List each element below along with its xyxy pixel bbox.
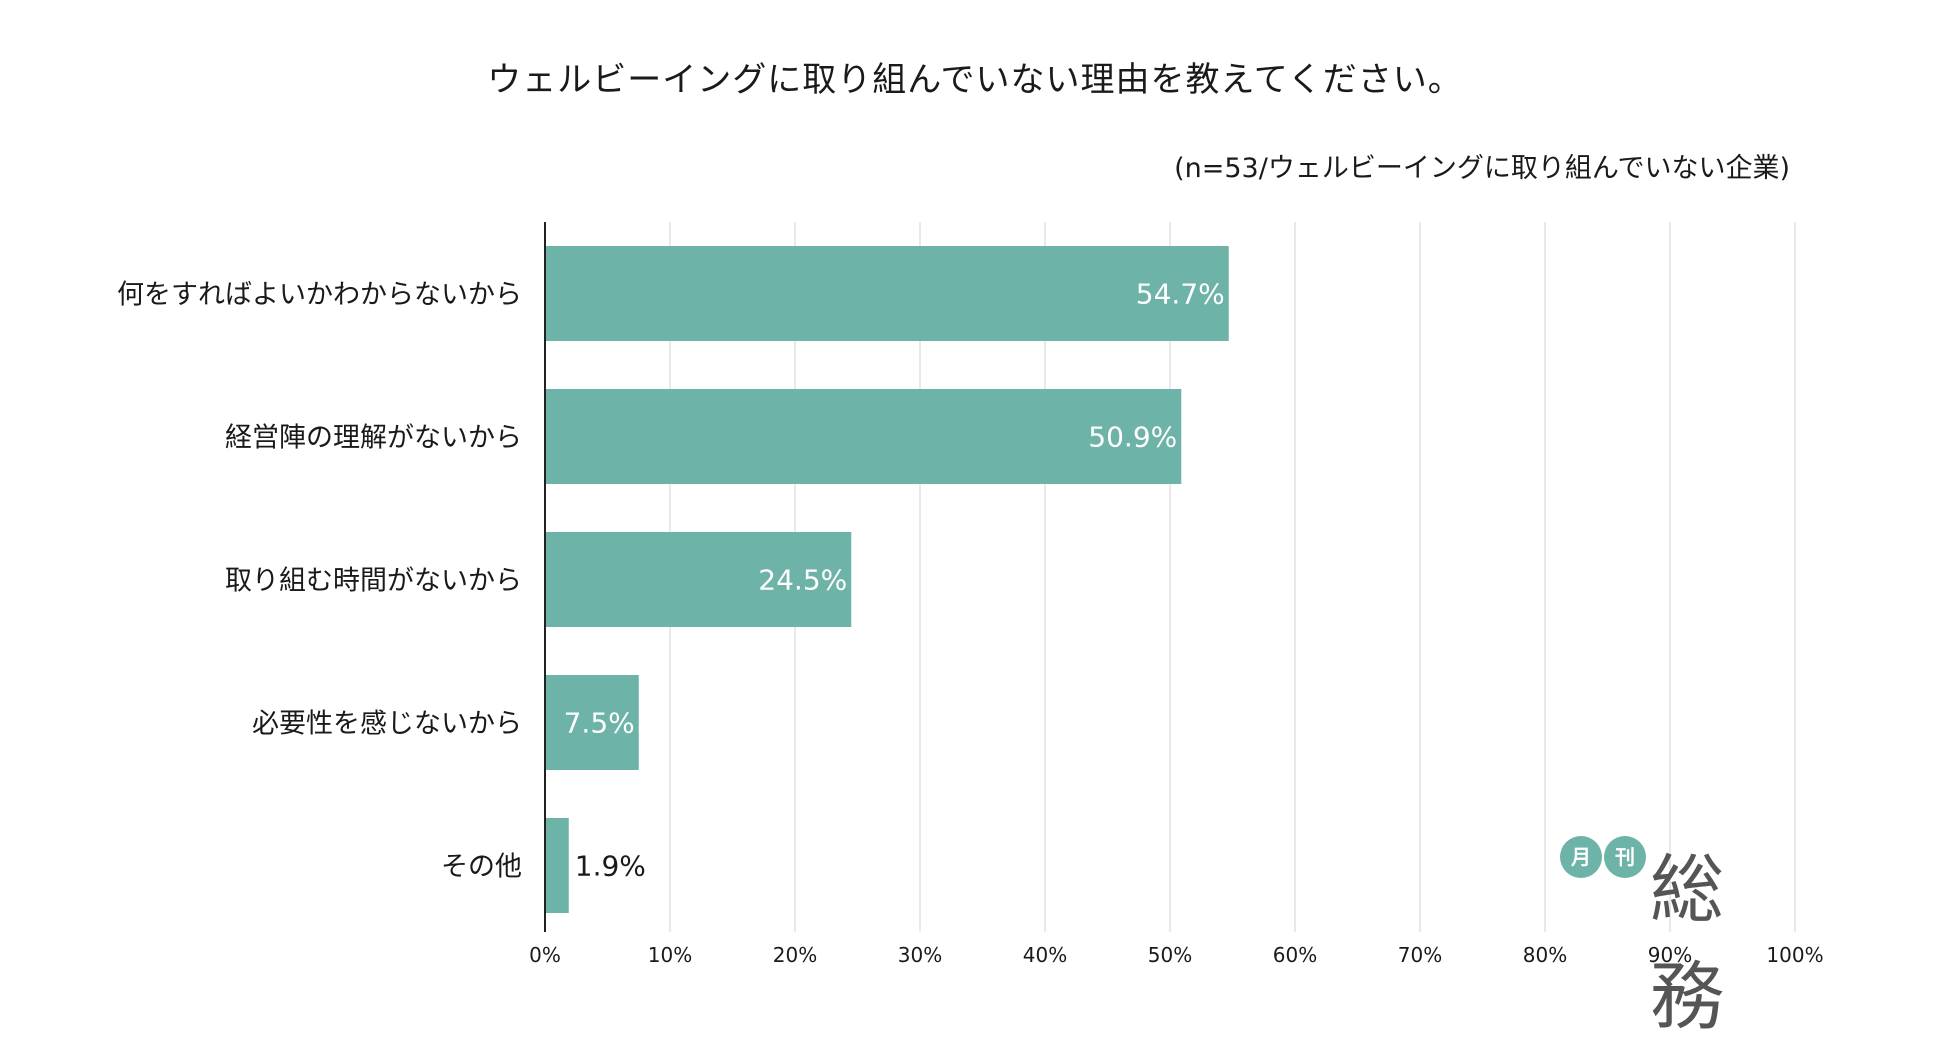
bar <box>545 246 1229 341</box>
x-tick-label: 90% <box>1648 943 1692 967</box>
x-tick-label: 60% <box>1273 943 1317 967</box>
bars: 54.7% 50.9% 24.5% 7.5% 1.9% <box>545 246 1229 913</box>
category-label: 何をすればよいかわからないから <box>117 280 522 311</box>
bar <box>545 389 1182 484</box>
logo-badge-tsuki: 月 <box>1560 836 1602 878</box>
x-tick-label: 20% <box>773 943 817 967</box>
x-tick-label: 50% <box>1148 943 1192 967</box>
bar <box>545 818 569 913</box>
value-label: 50.9% <box>1088 421 1177 454</box>
gekkan-soumu-logo: 月 刊 総務 <box>1560 830 1790 1040</box>
value-label: 7.5% <box>564 707 635 740</box>
x-tick-label: 80% <box>1523 943 1567 967</box>
x-tick-label: 10% <box>648 943 692 967</box>
logo-badge-kan: 刊 <box>1604 836 1646 878</box>
bar <box>545 532 852 627</box>
category-label: 必要性を感じないから <box>252 709 522 740</box>
logo-wordmark: 総務 <box>1650 847 1724 1040</box>
x-tick-label: 0% <box>529 943 561 967</box>
x-tick-label: 30% <box>898 943 942 967</box>
chart-subtitle: (n=53/ウェルビーイングに取り組んでいない企業) <box>1174 153 1790 184</box>
category-label: 取り組む時間がないから <box>225 566 522 597</box>
x-tick-label: 70% <box>1398 943 1442 967</box>
x-tick-label: 40% <box>1023 943 1067 967</box>
bar <box>545 675 639 770</box>
x-tick-label: 100% <box>1766 943 1823 967</box>
category-label: その他 <box>441 852 522 883</box>
value-label: 24.5% <box>758 564 847 597</box>
value-label: 54.7% <box>1136 278 1225 311</box>
value-label: 1.9% <box>575 850 646 883</box>
category-label: 経営陣の理解がないから <box>225 423 522 454</box>
chart-title: ウェルビーイングに取り組んでいない理由を教えてください。 <box>487 60 1463 100</box>
axes: 0% 10% 20% 30% 40% 50% 60% 70% 80% 90% 100% 何をすればよい… <box>117 222 1824 967</box>
